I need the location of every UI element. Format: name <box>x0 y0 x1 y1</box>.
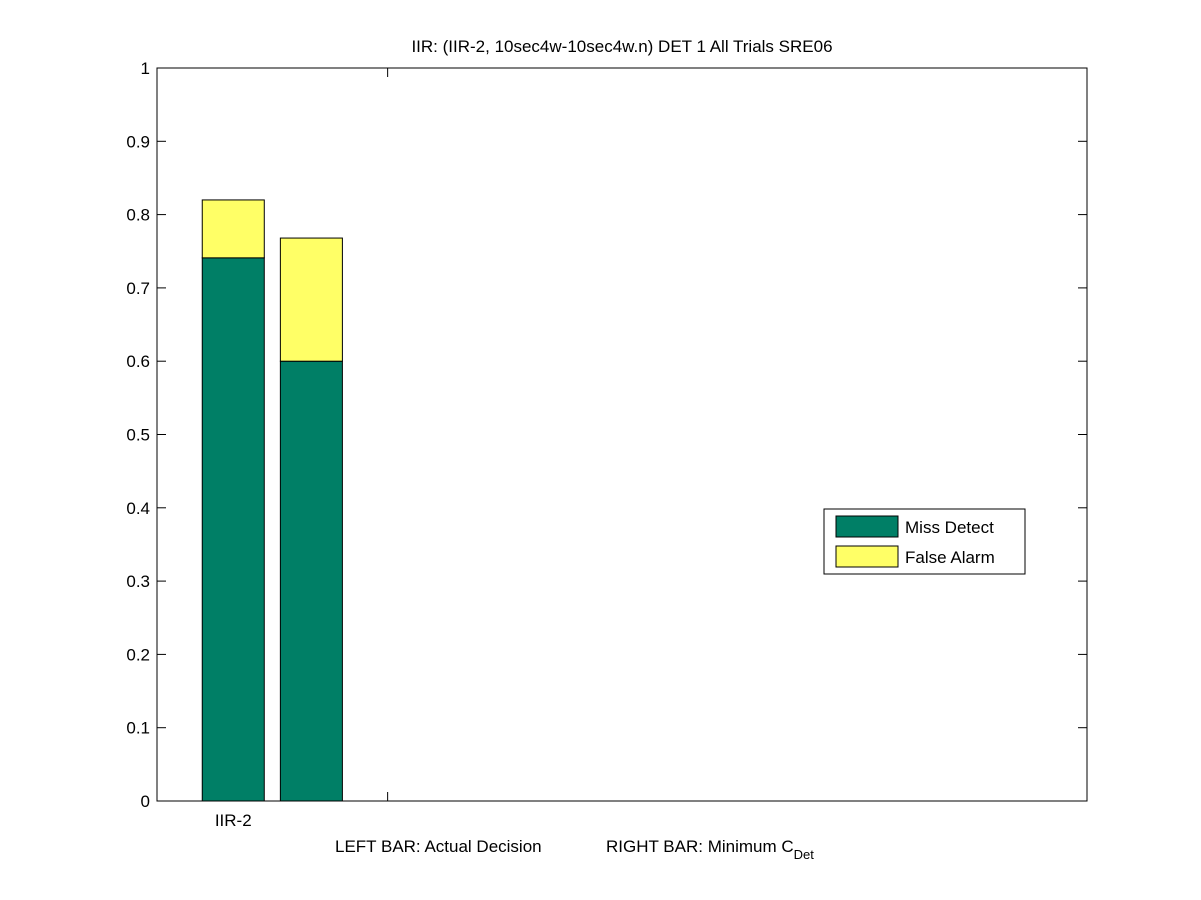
x-axis-label-right: RIGHT BAR: Minimum CDet <box>606 837 814 862</box>
legend-swatch <box>835 545 899 568</box>
x-axis-label-right-main: RIGHT BAR: Minimum C <box>606 837 794 856</box>
x-tick-labels: IIR-2 <box>215 811 252 830</box>
y-tick-label: 0.7 <box>126 279 150 298</box>
y-tick-label: 0.2 <box>126 645 150 664</box>
legend-label: Miss Detect <box>905 518 994 537</box>
bar-false-alarm <box>201 199 265 259</box>
x-axis-label: LEFT BAR: Actual Decision RIGHT BAR: Min… <box>335 837 814 862</box>
bars <box>201 199 343 802</box>
legend: Miss Detect False Alarm <box>823 508 1026 575</box>
legend-label: False Alarm <box>905 548 995 567</box>
y-tick-label: 0.9 <box>126 132 150 151</box>
y-tick-labels: 0 0.1 0.2 0.3 0.4 0.5 0.6 0.7 0.8 0.9 1 <box>126 59 150 811</box>
bar-miss-detect <box>201 257 265 802</box>
bar-false-alarm <box>279 237 343 362</box>
y-tick-label: 0.5 <box>126 426 150 445</box>
y-tick-label: 0.6 <box>126 352 150 371</box>
y-tick-label: 0 <box>141 792 150 811</box>
x-axis-label-left: LEFT BAR: Actual Decision <box>335 837 542 856</box>
x-axis-label-right-subscript: Det <box>794 847 815 862</box>
y-tick-label: 0.4 <box>126 499 150 518</box>
x-tick-label: IIR-2 <box>215 811 252 830</box>
bar-miss-detect <box>279 360 343 802</box>
y-tick-label: 0.3 <box>126 572 150 591</box>
legend-swatch <box>835 515 899 538</box>
plot-frame <box>156 67 1088 802</box>
y-tick-label: 0.1 <box>126 719 150 738</box>
chart-title: IIR: (IIR-2, 10sec4w-10sec4w.n) DET 1 Al… <box>411 37 832 56</box>
y-tick-label: 1 <box>141 59 150 78</box>
y-tick-label: 0.8 <box>126 206 150 225</box>
